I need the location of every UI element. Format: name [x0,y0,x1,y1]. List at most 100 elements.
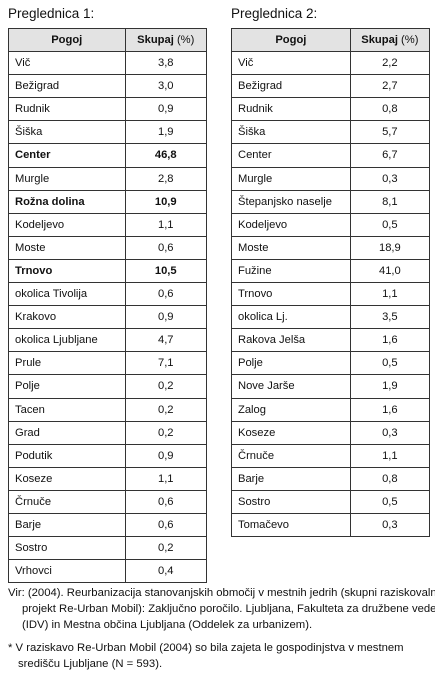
table-row: Center 6,7 [231,143,431,168]
row-name: Rožna dolina [8,189,126,214]
row-name: Kodeljevo [8,212,126,237]
table-row: Kodeljevo 1,1 [8,212,207,237]
table-row: Šiška 5,7 [231,120,431,145]
table-row: Štepanjsko naselje 8,1 [231,189,431,214]
row-name: Šiška [8,120,126,145]
row-name: Sostro [231,489,351,514]
row-value: 7,1 [124,351,207,376]
row-name: Sostro [8,536,126,561]
row-name: Barje [231,466,351,491]
table-row: Zalog 1,6 [231,397,431,422]
row-name: Vič [231,51,351,76]
row-value: 0,3 [349,166,431,191]
row-name: Rudnik [231,97,351,122]
table-row: Rudnik 0,8 [231,97,431,122]
row-value: 0,3 [349,420,431,445]
table-row: Moste 0,6 [8,235,207,260]
row-value: 1,6 [349,328,431,353]
table-1: Pogoj Skupaj (%) Vič 3,8 Bežigrad 3,0 Rudnik… [8,27,207,584]
row-value: 0,8 [349,466,431,491]
row-value: 1,1 [349,443,431,468]
table-row: Črnuče 0,6 [8,489,207,514]
footnote: * V raziskavo Re-Urban Mobil (2004) so b… [8,642,404,670]
row-value: 2,8 [124,166,207,191]
table-row: Fužine 41,0 [231,258,431,284]
header-unit: (%) [176,34,195,46]
row-value: 0,6 [124,512,207,538]
row-name: Vrhovci [8,559,126,584]
table-row: Sostro 0,2 [8,536,207,561]
table-row: Podutik 0,9 [8,443,207,468]
table-row: Center 46,8 [8,143,207,168]
table-row: Krakovo 0,9 [8,305,207,330]
row-name: Tacen [8,397,126,422]
column-header-pogoj: Pogoj [231,27,351,53]
row-value: 0,5 [349,212,431,237]
table2-caption: Preglednica 2: [231,6,318,21]
table-row: Prule 7,1 [8,351,207,376]
row-value: 41,0 [349,258,431,284]
row-name: Fužine [231,258,351,284]
row-name: Šiška [231,120,351,145]
table-row: Šiška 1,9 [8,120,207,145]
row-value: 0,6 [124,489,207,514]
row-value: 3,8 [124,51,207,76]
source-note: Vir: (2004). Reurbanizacija stanovanjski… [8,587,435,631]
row-name: Zalog [231,397,351,422]
row-name: Vič [8,51,126,76]
row-name: Center [8,143,126,168]
column-header-skupaj: Skupaj (%) [349,27,431,53]
table-row: okolica Tivolija 0,6 [8,282,207,307]
row-value: 6,7 [349,143,431,168]
table-row: Črnuče 1,1 [231,443,431,468]
table-2-body: Vič 2,2 Bežigrad 2,7 Rudnik 0,8 Šiška 5,7 Center… [231,51,431,538]
table-row: Barje 0,8 [231,466,431,491]
row-name: Murgle [231,166,351,191]
row-name: Krakovo [8,305,126,330]
row-value: 10,9 [124,189,207,214]
row-value: 1,9 [124,120,207,145]
row-value: 18,9 [349,235,431,260]
table-row: Rakova Jelša 1,6 [231,328,431,353]
row-value: 0,2 [124,374,207,399]
table1-caption: Preglednica 1: [8,6,95,21]
header-skupaj-label: Skupaj [137,34,174,46]
table-row: Sostro 0,5 [231,489,431,514]
table-row: Vič 3,8 [8,51,207,76]
row-name: Rudnik [8,97,126,122]
row-value: 5,7 [349,120,431,145]
column-header-pogoj: Pogoj [8,27,126,53]
row-name: Polje [231,351,351,376]
row-name: Center [231,143,351,168]
row-name: Črnuče [8,489,126,514]
table-row: Bežigrad 3,0 [8,74,207,99]
table-row: Trnovo 10,5 [8,258,207,284]
table-row: Tomačevo 0,3 [231,512,431,538]
table-row: Murgle 0,3 [231,166,431,191]
row-name: Črnuče [231,443,351,468]
table-row: Grad 0,2 [8,420,207,445]
column-header-skupaj: Skupaj (%) [124,27,207,53]
row-value: 0,3 [349,512,431,538]
row-name: okolica Lj. [231,305,351,330]
row-value: 3,0 [124,74,207,99]
row-value: 1,9 [349,374,431,399]
table-row: Moste 18,9 [231,235,431,260]
table-row: Vrhovci 0,4 [8,559,207,584]
row-name: Murgle [8,166,126,191]
row-value: 1,1 [124,466,207,491]
row-name: okolica Tivolija [8,282,126,307]
table-row: Rožna dolina 10,9 [8,189,207,214]
row-name: Bežigrad [8,74,126,99]
row-value: 0,2 [124,536,207,561]
row-name: Bežigrad [231,74,351,99]
row-value: 2,2 [349,51,431,76]
row-value: 0,9 [124,305,207,330]
row-value: 0,9 [124,97,207,122]
header-skupaj-label: Skupaj [361,34,398,46]
row-value: 10,5 [124,258,207,284]
row-name: Moste [8,235,126,260]
row-value: 0,5 [349,489,431,514]
row-value: 0,2 [124,397,207,422]
table-row: Koseze 1,1 [8,466,207,491]
